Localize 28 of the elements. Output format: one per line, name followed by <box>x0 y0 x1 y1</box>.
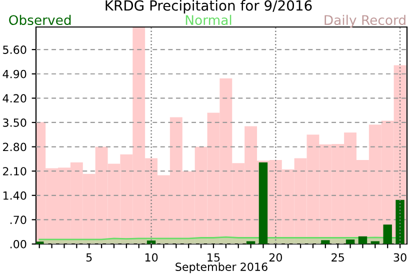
x-tick-label: 10 <box>145 253 158 262</box>
text: Daily Record <box>324 14 406 28</box>
bar <box>383 224 392 244</box>
y-tick-label: 3.50 <box>3 118 26 127</box>
y-tick-label: 4.90 <box>2 70 26 78</box>
x-tick-label: 30 <box>394 253 406 262</box>
chart-title: KRDG Precipitation for 9/2016 <box>106 0 312 14</box>
y-tick-label: 2.10 <box>3 167 26 176</box>
x-tick-label: 15 <box>208 253 220 262</box>
bar <box>321 240 330 244</box>
y-tick-label: .70 <box>10 216 26 224</box>
bar <box>396 200 404 244</box>
bar <box>246 241 256 244</box>
y-tick-label: 2.80 <box>3 142 26 152</box>
y-tick-label: .00 <box>10 240 26 248</box>
y-tick-label: 4.20 <box>2 94 26 103</box>
bar <box>370 241 380 244</box>
bar <box>146 240 156 244</box>
bar <box>358 236 368 244</box>
text: Normal <box>186 14 232 26</box>
y-tick-label: 5.60 <box>3 46 26 54</box>
x-tick-label: 20 <box>269 253 282 262</box>
x-axis-title: September 2016 <box>176 262 268 274</box>
text: Observed <box>9 14 71 26</box>
bar <box>346 239 355 244</box>
x-tick-label: 5 <box>86 253 92 262</box>
x-tick-label: 25 <box>332 253 344 262</box>
y-tick-label: 1.40 <box>3 191 26 200</box>
